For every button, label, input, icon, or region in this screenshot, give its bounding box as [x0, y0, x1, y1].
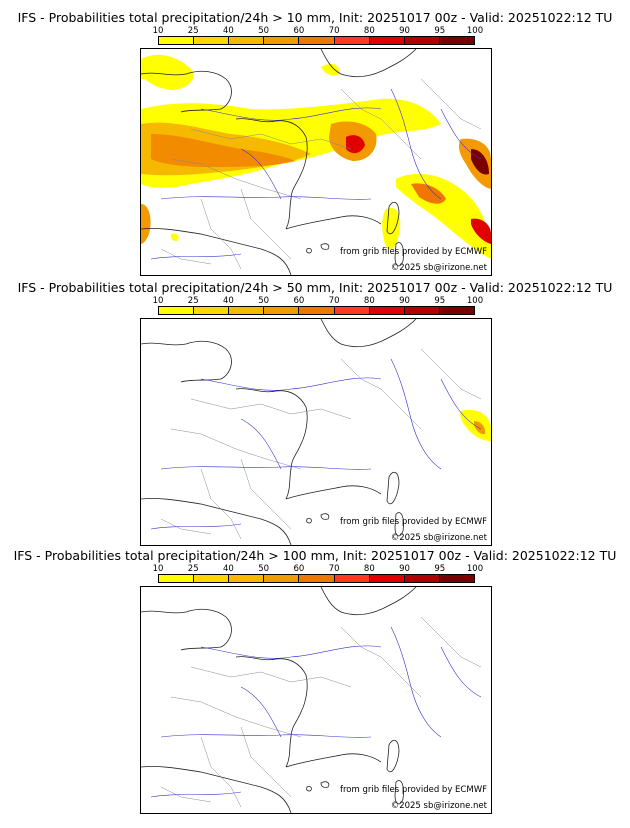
- admin-borders: [160, 78, 482, 270]
- colorbar-ticks: 10 25 40 50 60 70 80 90 95 100: [153, 564, 484, 574]
- colorbar-tick-label: 10: [152, 564, 164, 574]
- colorbar-bin: [404, 575, 440, 582]
- colorbar-tick-label: 50: [258, 296, 270, 306]
- coastlines: [141, 49, 417, 275]
- colorbar-bin: [159, 575, 195, 582]
- colorbar-bin: [369, 575, 405, 582]
- copyright: ©2025 sb@irizone.net: [390, 263, 487, 273]
- colorbar-tick-label: 40: [223, 564, 234, 574]
- colorbar: [158, 574, 475, 583]
- colorbar: [158, 36, 475, 45]
- colorbar-tick-label: 95: [434, 564, 446, 574]
- precip-shading: [141, 54, 491, 259]
- map-panel-10mm: IFS - Probabilities total precipitation/…: [0, 8, 630, 278]
- colorbar-tick-label: 60: [293, 26, 305, 36]
- colorbar-bin: [229, 37, 265, 44]
- colorbar-bin: [229, 575, 265, 582]
- colorbar-tick-label: 100: [466, 296, 484, 306]
- colorbar-tick-label: 95: [434, 26, 446, 36]
- colorbar-bin: [299, 575, 335, 582]
- map-canvas: [141, 319, 491, 545]
- colorbar-bin: [334, 575, 370, 582]
- map-panel-50mm: IFS - Probabilities total precipitation/…: [0, 278, 630, 548]
- colorbar-tick-label: 40: [223, 296, 234, 306]
- colorbar-tick-label: 10: [152, 296, 164, 306]
- colorbar-bin: [194, 307, 230, 314]
- source-credit: from grib files provided by ECMWF: [340, 517, 487, 527]
- colorbar-tick-label: 50: [258, 26, 270, 36]
- colorbar-tick-label: 60: [293, 564, 305, 574]
- source-credit: from grib files provided by ECMWF: [340, 247, 487, 257]
- colorbar-tick-label: 70: [328, 564, 340, 574]
- probability-map: from grib files provided by ECMWF ©2025 …: [140, 586, 492, 814]
- colorbar-tick-label: 80: [363, 296, 375, 306]
- colorbar-tick-label: 25: [187, 296, 199, 306]
- panel-title: IFS - Probabilities total precipitation/…: [13, 548, 617, 563]
- colorbar-tick-label: 95: [434, 296, 446, 306]
- colorbar-ticks: 10 25 40 50 60 70 80 90 95 100: [153, 296, 484, 306]
- colorbar-bin: [439, 307, 474, 314]
- colorbar-bin: [229, 307, 265, 314]
- admin-borders: [160, 616, 482, 808]
- colorbar-bin: [264, 575, 300, 582]
- colorbar-bin: [264, 307, 300, 314]
- colorbar-tick-label: 10: [152, 26, 164, 36]
- copyright: ©2025 sb@irizone.net: [390, 801, 487, 811]
- colorbar-bin: [404, 307, 440, 314]
- colorbar-tick-label: 70: [328, 296, 340, 306]
- colorbar-bin: [159, 307, 195, 314]
- colorbar-tick-label: 50: [258, 564, 270, 574]
- colorbar-bin: [194, 37, 230, 44]
- colorbar-bin: [439, 37, 474, 44]
- colorbar-tick-label: 70: [328, 26, 340, 36]
- rivers: [150, 626, 482, 798]
- colorbar-tick-label: 25: [187, 26, 199, 36]
- colorbar-bin: [334, 37, 370, 44]
- colorbar-tick-label: 80: [363, 26, 375, 36]
- map-panel-100mm: IFS - Probabilities total precipitation/…: [0, 546, 630, 816]
- admin-borders: [160, 348, 482, 540]
- colorbar-tick-label: 90: [399, 26, 410, 36]
- source-credit: from grib files provided by ECMWF: [340, 785, 487, 795]
- colorbar-tick-label: 90: [399, 564, 410, 574]
- colorbar-tick-label: 100: [466, 564, 484, 574]
- probability-map: from grib files provided by ECMWF ©2025 …: [140, 48, 492, 276]
- colorbar-tick-label: 25: [187, 564, 199, 574]
- colorbar-bin: [369, 37, 405, 44]
- colorbar: [158, 306, 475, 315]
- colorbar-ticks: 10 25 40 50 60 70 80 90 95 100: [153, 26, 484, 36]
- colorbar-tick-label: 40: [223, 26, 234, 36]
- map-canvas: [141, 587, 482, 813]
- colorbar-bin: [369, 307, 405, 314]
- coastlines: [141, 319, 417, 545]
- colorbar-tick-label: 60: [293, 296, 305, 306]
- rivers: [150, 358, 482, 530]
- rivers: [150, 88, 482, 260]
- colorbar-tick-label: 100: [466, 26, 484, 36]
- copyright: ©2025 sb@irizone.net: [390, 533, 487, 543]
- colorbar-bin: [194, 575, 230, 582]
- colorbar-bin: [159, 37, 195, 44]
- probability-map: from grib files provided by ECMWF ©2025 …: [140, 318, 492, 546]
- coastlines: [141, 587, 417, 813]
- colorbar-bin: [264, 37, 300, 44]
- colorbar-bin: [404, 37, 440, 44]
- panel-title: IFS - Probabilities total precipitation/…: [17, 10, 613, 25]
- colorbar-bin: [299, 307, 335, 314]
- colorbar-tick-label: 80: [363, 564, 375, 574]
- precip-shading: [460, 409, 491, 441]
- colorbar-bin: [334, 307, 370, 314]
- colorbar-bin: [439, 575, 474, 582]
- panel-title: IFS - Probabilities total precipitation/…: [17, 280, 613, 295]
- map-canvas: [141, 49, 491, 275]
- colorbar-bin: [299, 37, 335, 44]
- colorbar-tick-label: 90: [399, 296, 410, 306]
